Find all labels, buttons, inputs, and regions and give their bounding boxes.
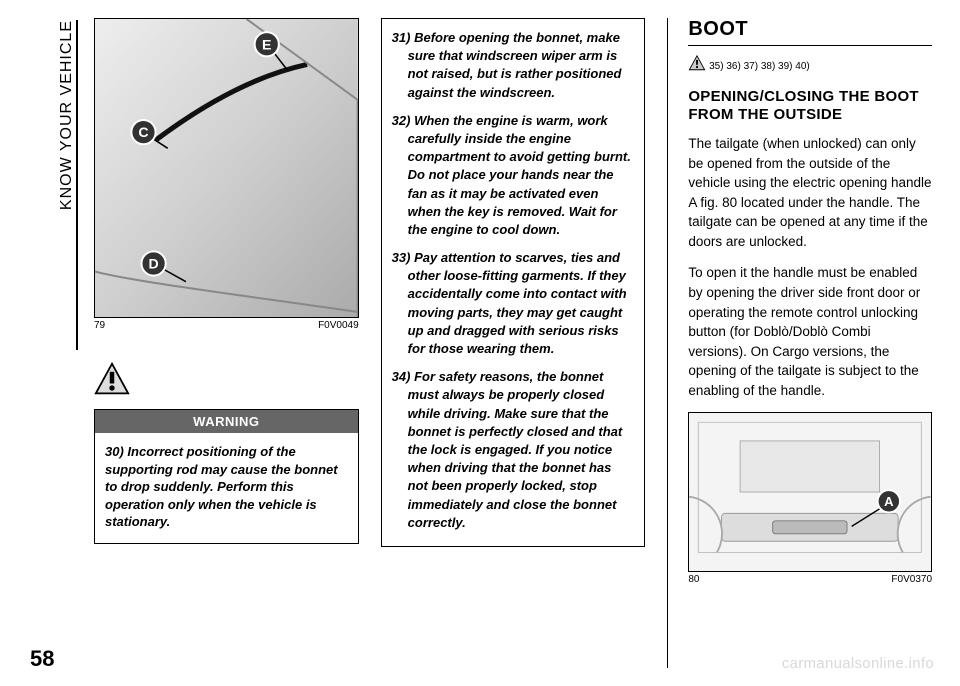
warnings-continued-box: 31) Before opening the bonnet, make sure…: [381, 18, 646, 547]
warning-item-33: 33) Pay attention to scarves, ties and o…: [392, 249, 635, 358]
column-3-inner: BOOT 35) 36) 37) 38) 39) 40) OPENING/CLO…: [667, 18, 932, 668]
boot-body-text: The tailgate (when unlocked) can only be…: [688, 134, 932, 400]
column-3: BOOT 35) 36) 37) 38) 39) 40) OPENING/CLO…: [667, 18, 932, 668]
page-content: E C D 79 F0V0049 WARNING 30) Incorrect p…: [0, 0, 960, 686]
figure-79-number: 79: [94, 320, 105, 331]
warning-icon-small: [688, 54, 706, 72]
figure-80-caption: 80 F0V0370: [688, 574, 932, 585]
boot-refs-text: 35) 36) 37) 38) 39) 40): [706, 61, 809, 72]
column-1: E C D 79 F0V0049 WARNING 30) Incorrect p…: [94, 18, 359, 668]
figure-80-number: 80: [688, 574, 699, 585]
svg-text:C: C: [138, 124, 148, 140]
svg-text:D: D: [148, 256, 158, 272]
watermark: carmanualsonline.info: [782, 655, 934, 672]
warning-box: WARNING 30) Incorrect positioning of the…: [94, 409, 359, 544]
figure-79: E C D 79 F0V0049: [94, 18, 359, 331]
warning-item-30-num: 30): [105, 444, 124, 459]
column-2: 31) Before opening the bonnet, make sure…: [381, 18, 646, 668]
boot-p1: The tailgate (when unlocked) can only be…: [688, 134, 932, 251]
boot-subheading: OPENING/CLOSING THE BOOT FROM THE OUTSID…: [688, 88, 932, 124]
warning-body: 30) Incorrect positioning of the support…: [95, 433, 358, 543]
warning-header: WARNING: [95, 410, 358, 433]
figure-80-image: A: [688, 412, 932, 572]
figure-80-code: F0V0370: [891, 574, 932, 585]
svg-text:A: A: [884, 494, 894, 509]
figure-80: A 80 F0V0370: [688, 412, 932, 585]
svg-text:E: E: [262, 36, 271, 52]
figure-79-image: E C D: [94, 18, 359, 318]
warning-item-32: 32) When the engine is warm, work carefu…: [392, 112, 635, 239]
warning-icon: [94, 361, 130, 397]
figure-79-svg: E C D: [95, 19, 358, 318]
page-number: 58: [30, 646, 54, 672]
figure-79-caption: 79 F0V0049: [94, 320, 359, 331]
boot-heading: BOOT: [688, 18, 932, 46]
figure-80-svg: A: [689, 413, 931, 562]
figure-79-code: F0V0049: [318, 320, 359, 331]
warning-item-30-text: Incorrect positioning of the supporting …: [105, 444, 338, 529]
warning-item-34: 34) For safety reasons, the bonnet must …: [392, 368, 635, 532]
boot-p2: To open it the handle must be enabled by…: [688, 263, 932, 400]
warning-item-31: 31) Before opening the bonnet, make sure…: [392, 29, 635, 102]
boot-refs: 35) 36) 37) 38) 39) 40): [688, 54, 932, 72]
